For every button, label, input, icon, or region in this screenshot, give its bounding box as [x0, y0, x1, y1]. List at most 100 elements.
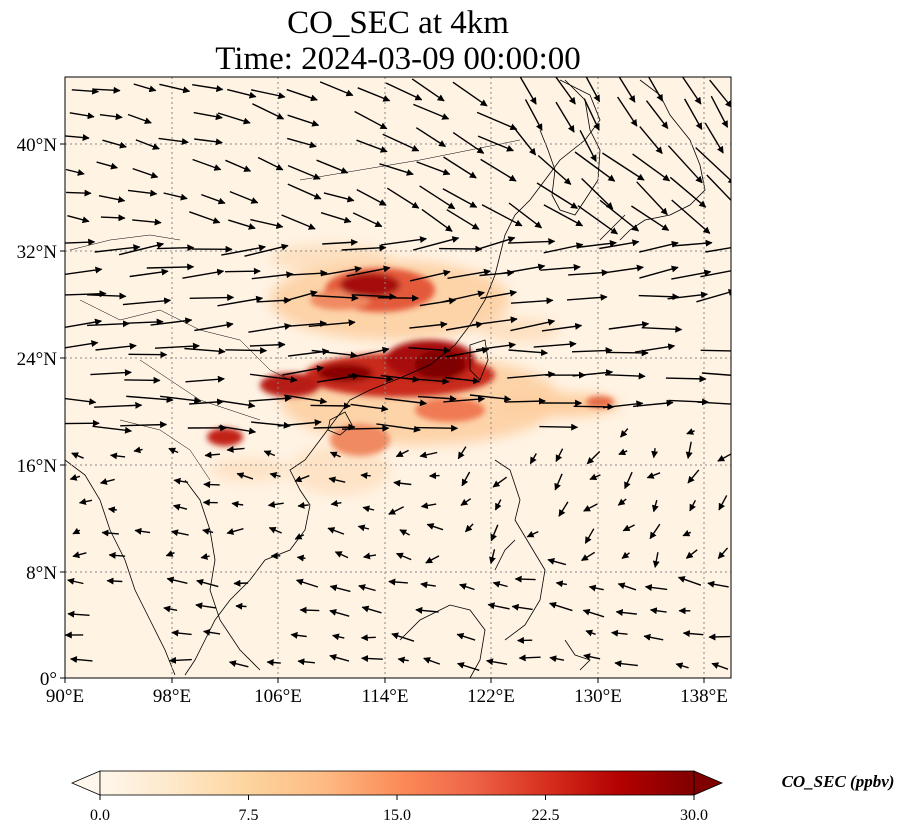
- wind-arrow: [266, 659, 281, 667]
- wind-arrow: [362, 505, 375, 513]
- y-tick-label: 16°N: [17, 456, 58, 477]
- wind-arrow: [92, 425, 132, 434]
- wind-arrow: [327, 527, 345, 535]
- wind-arrow: [388, 578, 408, 586]
- wind-arrow: [524, 99, 543, 131]
- wind-arrow: [492, 476, 508, 488]
- wind-arrow: [287, 114, 320, 127]
- wind-arrow: [504, 397, 546, 405]
- wind-arrow: [319, 81, 354, 97]
- wind-arrow: [329, 584, 351, 593]
- wind-arrow: [361, 655, 383, 662]
- wind-arrow: [537, 154, 572, 185]
- wind-arrow: [381, 236, 427, 246]
- wind-arrow: [356, 139, 388, 153]
- wind-arrow: [420, 581, 436, 589]
- wind-arrow: [617, 96, 638, 127]
- wind-arrow: [67, 215, 90, 224]
- wind-arrow: [328, 476, 346, 484]
- wind-arrow: [571, 347, 613, 355]
- wind-arrow: [539, 423, 579, 431]
- wind-arrow: [281, 214, 316, 230]
- wind-arrow: [487, 602, 510, 610]
- wind-arrow: [341, 424, 390, 432]
- wind-arrow: [669, 176, 707, 208]
- wind-arrow: [443, 156, 477, 179]
- wind-arrow: [489, 549, 496, 565]
- wind-arrow: [287, 137, 317, 149]
- wind-arrow: [541, 322, 583, 332]
- wind-arrow: [348, 374, 394, 383]
- wind-arrow: [614, 660, 638, 668]
- colorbar: 0.0 7.5 15.0 22.5 30.0 CO_SEC (ppbv): [70, 770, 895, 824]
- wind-arrow: [108, 551, 126, 559]
- wind-arrow: [543, 242, 584, 254]
- wind-arrow: [409, 321, 448, 329]
- wind-arrow: [415, 606, 439, 614]
- wind-arrow: [599, 239, 640, 250]
- wind-arrow: [189, 294, 235, 302]
- wind-arrow: [358, 584, 376, 592]
- wind-arrow: [647, 77, 664, 102]
- wind-arrow: [65, 238, 96, 246]
- wind-arrow: [350, 403, 389, 412]
- wind-arrow: [639, 240, 679, 253]
- wind-arrow: [618, 448, 628, 456]
- wind-arrow: [533, 340, 577, 348]
- colorbar-label: CO_SEC (ppbv): [782, 772, 895, 791]
- wind-arrow: [146, 263, 195, 271]
- wind-arrow: [332, 633, 345, 641]
- wind-arrow: [286, 88, 318, 102]
- wind-arrow: [106, 577, 123, 585]
- wind-arrow: [124, 376, 161, 384]
- wind-arrow: [330, 499, 342, 507]
- wind-arrow: [423, 657, 441, 665]
- wind-arrow: [445, 376, 481, 385]
- wind-arrow: [555, 448, 564, 463]
- wind-arrow: [382, 133, 420, 152]
- map-subtitle-time: Time: 2024-03-09 00:00:00: [215, 41, 581, 77]
- wind-arrow: [185, 375, 225, 383]
- wind-arrow: [308, 319, 356, 327]
- wind-arrow: [599, 199, 640, 232]
- wind-arrow: [682, 630, 704, 638]
- wind-arrow: [395, 552, 412, 561]
- wind-arrow: [297, 501, 309, 509]
- wind-arrow: [461, 471, 471, 487]
- wind-arrow: [452, 132, 485, 154]
- wind-arrow: [399, 529, 410, 536]
- wind-arrow: [227, 88, 257, 99]
- wind-arrow: [311, 349, 358, 359]
- wind-arrow: [294, 475, 310, 483]
- y-tick-label: 32°N: [17, 242, 58, 263]
- wind-arrow: [636, 181, 668, 216]
- wind-arrow: [357, 524, 370, 532]
- wind-arrow: [352, 212, 383, 228]
- wind-arrow: [645, 100, 669, 130]
- wind-arrow: [346, 265, 391, 277]
- wind-arrow: [649, 523, 661, 540]
- wind-arrow: [67, 577, 84, 585]
- wind-arrow: [65, 266, 103, 276]
- wind-arrow: [667, 291, 708, 300]
- wind-arrow: [201, 193, 226, 205]
- wind-arrow: [576, 239, 617, 249]
- wind-arrow: [102, 139, 127, 149]
- wind-arrow: [602, 400, 644, 409]
- wind-arrow: [510, 297, 554, 305]
- wind-arrow: [310, 402, 351, 410]
- wind-arrow: [244, 243, 289, 257]
- wind-arrow: [413, 103, 450, 120]
- wind-arrow: [634, 343, 676, 353]
- y-axis: 0° 8°N 16°N 24°N 32°N 40°N: [17, 135, 65, 690]
- wind-arrow: [288, 320, 327, 328]
- wind-arrow: [456, 632, 476, 641]
- wind-arrow: [490, 524, 499, 542]
- wind-arrow: [341, 244, 387, 252]
- wind-arrow: [708, 633, 731, 641]
- wind-arrow: [639, 126, 663, 155]
- wind-arrow: [252, 103, 285, 120]
- wind-arrow: [156, 244, 195, 252]
- wind-arrow: [413, 236, 460, 251]
- wind-arrow: [518, 654, 541, 662]
